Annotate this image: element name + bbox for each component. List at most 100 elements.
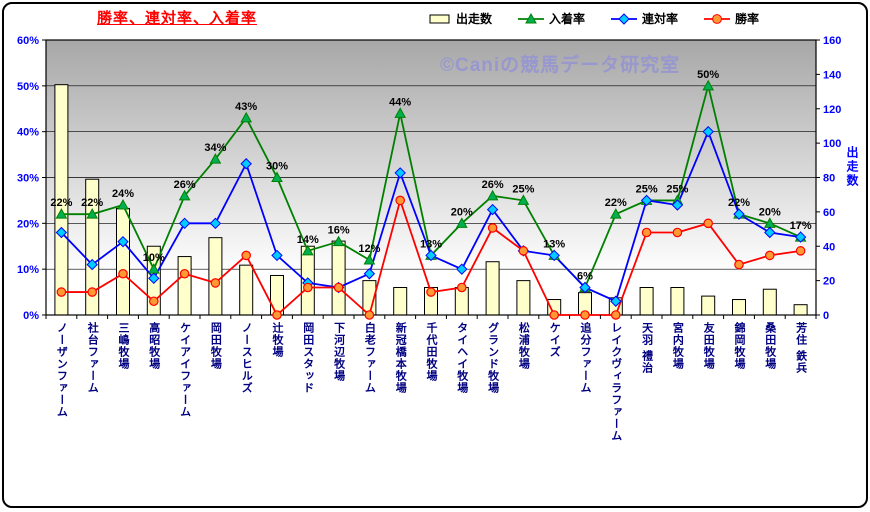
data-label: 34% xyxy=(204,142,226,154)
triangle-marker xyxy=(363,253,376,265)
right-axis-tick: 160 xyxy=(823,35,841,47)
diamond-marker xyxy=(271,249,283,262)
circle-marker xyxy=(456,282,467,293)
circle-marker xyxy=(734,259,744,270)
right-axis-tick: 20 xyxy=(823,276,835,288)
circle-series-icon xyxy=(704,13,731,25)
circle-marker xyxy=(580,310,590,320)
watermark: ©Caniの競馬データ研究室 xyxy=(440,55,681,76)
data-label: 22% xyxy=(605,197,627,209)
data-label: 12% xyxy=(358,243,380,255)
legend-label-quinella-rate: 連対率 xyxy=(642,12,679,26)
legend-label-place-rate: 入着率 xyxy=(549,12,586,26)
circle-marker xyxy=(795,246,806,256)
chart-title: 勝率、連対率、入着率 xyxy=(97,10,258,27)
legend-label-starts: 出走数 xyxy=(456,12,493,26)
circle-marker xyxy=(272,310,282,320)
data-label: 13% xyxy=(543,238,565,250)
diamond-marker xyxy=(178,217,191,230)
triangle-marker xyxy=(394,107,407,118)
data-label: 25% xyxy=(666,183,688,195)
legend-item-place-rate: 入着率 xyxy=(518,10,585,27)
diamond-marker xyxy=(794,231,807,243)
chart-plot: 22% 22% 24% 10% 26% 34% 43% 30% 14% 16% 12% 44% 13% 2… xyxy=(17,35,841,322)
data-label: 13% xyxy=(420,238,442,250)
circle-marker xyxy=(703,218,713,229)
left-axis-tick: 30% xyxy=(17,173,39,185)
diamond-marker xyxy=(610,295,622,307)
left-axis-tick: 40% xyxy=(17,127,39,139)
diamond-marker xyxy=(148,272,160,285)
right-axis-tick: 100 xyxy=(823,138,841,150)
diamond-marker xyxy=(117,235,129,248)
data-label: 14% xyxy=(297,234,319,246)
data-label: 26% xyxy=(174,179,196,191)
diamond-marker xyxy=(764,226,776,239)
right-axis-tick: 0 xyxy=(823,310,829,322)
data-label: 24% xyxy=(112,188,134,200)
data-label: 44% xyxy=(389,96,411,108)
left-axis-tick: 50% xyxy=(17,81,39,93)
left-axis-tick: 20% xyxy=(17,218,39,230)
legend-item-starts: 出走数 xyxy=(429,10,492,27)
triangle-marker xyxy=(609,208,622,219)
data-label: 22% xyxy=(50,197,72,209)
right-axis-title: 出走数 xyxy=(845,146,859,188)
circle-marker xyxy=(241,250,251,261)
triangle-marker xyxy=(517,194,530,205)
diamond-marker xyxy=(394,167,406,179)
data-label: 25% xyxy=(512,183,534,195)
data-label: 22% xyxy=(81,197,103,209)
circle-marker xyxy=(549,310,559,320)
triangle-marker xyxy=(86,208,99,219)
circle-marker xyxy=(87,287,97,297)
circle-marker xyxy=(179,268,190,279)
triangle-marker xyxy=(455,217,468,228)
triangle-series-icon xyxy=(518,12,545,25)
circle-marker xyxy=(333,282,344,293)
circle-marker xyxy=(518,246,529,256)
diamond-marker xyxy=(640,194,653,207)
triangle-marker xyxy=(271,171,283,182)
right-axis-tick: 40 xyxy=(823,241,835,253)
circle-marker xyxy=(395,195,405,206)
circle-marker xyxy=(210,278,221,288)
right-axis-tick: 60 xyxy=(823,207,835,219)
left-axis-tick: 10% xyxy=(17,264,39,276)
legend: 出走数 入着率 連対率 勝率 xyxy=(429,10,759,27)
legend-label-win-rate: 勝率 xyxy=(735,12,760,26)
data-label: 22% xyxy=(728,197,750,209)
bar-series-icon xyxy=(429,13,451,25)
triangle-marker xyxy=(209,153,222,164)
data-label: 20% xyxy=(759,206,781,218)
circle-marker xyxy=(56,287,67,297)
circle-marker xyxy=(764,250,775,261)
diamond-marker xyxy=(579,281,591,294)
diamond-marker xyxy=(733,208,745,220)
data-label: 50% xyxy=(697,69,719,81)
data-label: 25% xyxy=(636,183,658,195)
diamond-series-icon xyxy=(611,12,638,25)
data-label: 17% xyxy=(790,220,812,232)
diamond-marker xyxy=(86,258,98,271)
triangle-marker xyxy=(178,189,191,201)
diamond-marker xyxy=(425,249,437,262)
diamond-marker xyxy=(209,217,222,230)
circle-marker xyxy=(610,310,621,320)
diamond-marker xyxy=(671,199,684,211)
diamond-marker xyxy=(240,158,252,170)
triangle-marker xyxy=(702,79,715,91)
circle-marker xyxy=(672,227,683,238)
legend-item-quinella-rate: 連対率 xyxy=(611,10,678,27)
circle-marker xyxy=(118,268,128,279)
triangle-marker xyxy=(117,198,129,210)
diamond-marker xyxy=(702,125,714,138)
left-axis-tick: 0% xyxy=(23,310,39,322)
left-axis-tick: 60% xyxy=(17,35,39,47)
triangle-marker xyxy=(332,235,345,247)
data-label: 26% xyxy=(482,179,504,191)
data-label: 16% xyxy=(328,225,350,237)
circle-marker xyxy=(149,296,159,307)
triangle-marker xyxy=(301,244,314,256)
